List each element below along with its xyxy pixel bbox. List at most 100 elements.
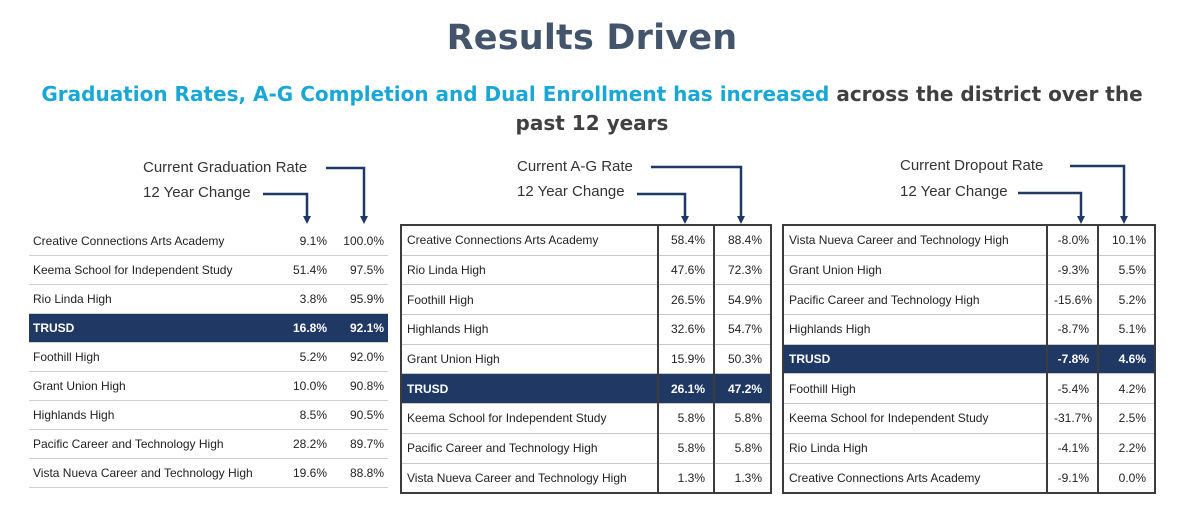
change-value: 28.2% [283,429,331,459]
table-row: Foothill High 26.5% 54.9% [401,284,771,316]
rate-value: 88.8% [331,458,388,488]
school-name: Vista Nueva Career and Technology High [29,458,283,488]
subtitle-rest: across the district over the past 12 yea… [515,82,1143,135]
table-row: Creative Connections Arts Academy -9.1% 0.… [783,463,1155,494]
table-row: TRUSD 26.1% 47.2% [401,373,771,405]
rate-value: 100.0% [331,227,388,256]
school-name: TRUSD [401,373,658,405]
change-value: -7.8% [1046,344,1098,375]
school-name: Pacific Career and Technology High [783,284,1047,316]
rate-value: 72.3% [713,255,771,286]
change-value: 5.8% [657,403,714,434]
school-name: Highlands High [783,314,1047,345]
subtitle-highlight: Graduation Rates, A-G Completion and Dua… [41,82,830,106]
school-name: Rio Linda High [783,433,1047,464]
table-row: Grant Union High -9.3% 5.5% [783,255,1155,286]
page-subtitle: Graduation Rates, A-G Completion and Dua… [30,80,1154,138]
table-row: Vista Nueva Career and Technology High 19… [29,458,388,488]
school-name: Grant Union High [783,255,1047,286]
school-name: Foothill High [401,284,658,316]
rate-value: 5.2% [1097,284,1155,316]
change-value: -5.4% [1046,373,1098,405]
change-value: 16.8% [283,313,331,343]
dropout-table: Vista Nueva Career and Technology High -8… [782,224,1156,495]
school-name: Rio Linda High [401,255,658,286]
school-name: Keema School for Independent Study [401,403,658,434]
graduation-change-label: 12 Year Change [143,184,251,201]
dropout-rate-label: Current Dropout Rate [900,157,1044,174]
rate-value: 90.8% [331,371,388,401]
table-row: Vista Nueva Career and Technology High 1.… [401,463,771,494]
table-row: Vista Nueva Career and Technology High -8… [783,225,1155,256]
change-value: 1.3% [657,463,714,494]
rate-value: 54.9% [713,284,771,316]
change-value: 47.6% [657,255,714,286]
table-row: Highlands High 8.5% 90.5% [29,400,388,430]
graduation-change-arrow [263,192,311,224]
school-name: Creative Connections Arts Academy [29,227,283,256]
dropout-change-arrow [1018,191,1085,224]
rate-value: 88.4% [713,225,771,256]
table-row: Highlands High 32.6% 54.7% [401,314,771,345]
change-value: -8.0% [1046,225,1098,256]
table-row: Creative Connections Arts Academy 9.1% 100… [29,227,388,256]
school-name: Highlands High [29,400,283,430]
change-value: 8.5% [283,400,331,430]
rate-value: 1.3% [713,463,771,494]
table-row: Keema School for Independent Study 51.4% 9… [29,255,388,285]
change-value: 5.8% [657,433,714,464]
change-value: 15.9% [657,344,714,375]
rate-value: 89.7% [331,429,388,459]
change-value: 51.4% [283,255,331,285]
table-row: TRUSD 16.8% 92.1% [29,313,388,343]
table-row: Creative Connections Arts Academy 58.4% 88… [401,225,771,256]
school-name: Foothill High [29,342,283,372]
change-value: -31.7% [1046,403,1098,434]
dropout-change-label: 12 Year Change [900,183,1008,200]
table-row: Keema School for Independent Study -31.7%… [783,403,1155,434]
school-name: Keema School for Independent Study [29,255,283,285]
table-row: Pacific Career and Technology High 28.2% 8… [29,429,388,459]
table-row: Rio Linda High -4.1% 2.2% [783,433,1155,464]
school-name: Grant Union High [401,344,658,375]
school-name: Pacific Career and Technology High [401,433,658,464]
table-row: Grant Union High 10.0% 90.8% [29,371,388,401]
graduation-rate-arrow [326,166,368,224]
rate-value: 5.5% [1097,255,1155,286]
rate-value: 4.6% [1097,344,1155,375]
school-name: TRUSD [783,344,1047,375]
graduation-rate-label: Current Graduation Rate [143,159,308,176]
rate-value: 0.0% [1097,463,1155,494]
school-name: Highlands High [401,314,658,345]
rate-value: 92.0% [331,342,388,372]
change-value: 26.5% [657,284,714,316]
school-name: Grant Union High [29,371,283,401]
ag-rate-label: Current A-G Rate [517,158,633,175]
table-row: Rio Linda High 47.6% 72.3% [401,255,771,286]
table-row: Rio Linda High 3.8% 95.9% [29,284,388,314]
change-value: -9.1% [1046,463,1098,494]
table-row: Keema School for Independent Study 5.8% 5.… [401,403,771,434]
rate-value: 10.1% [1097,225,1155,256]
table-row: Pacific Career and Technology High 5.8% 5.… [401,433,771,464]
table-row: Foothill High 5.2% 92.0% [29,342,388,372]
school-name: Vista Nueva Career and Technology High [401,463,658,494]
school-name: Pacific Career and Technology High [29,429,283,459]
dropout-rate-arrow [1070,164,1128,224]
rate-value: 47.2% [713,373,771,405]
change-value: 19.6% [283,458,331,488]
school-name: Creative Connections Arts Academy [401,225,658,256]
school-name: TRUSD [29,313,283,343]
rate-value: 2.5% [1097,403,1155,434]
school-name: Vista Nueva Career and Technology High [783,225,1047,256]
rate-value: 5.8% [713,403,771,434]
graduation-table: Creative Connections Arts Academy 9.1% 100… [29,227,388,488]
change-value: -15.6% [1046,284,1098,316]
school-name: Keema School for Independent Study [783,403,1047,434]
rate-value: 50.3% [713,344,771,375]
rate-value: 54.7% [713,314,771,345]
rate-value: 5.1% [1097,314,1155,345]
page-title: Results Driven [446,18,738,58]
rate-value: 97.5% [331,255,388,285]
change-value: -8.7% [1046,314,1098,345]
